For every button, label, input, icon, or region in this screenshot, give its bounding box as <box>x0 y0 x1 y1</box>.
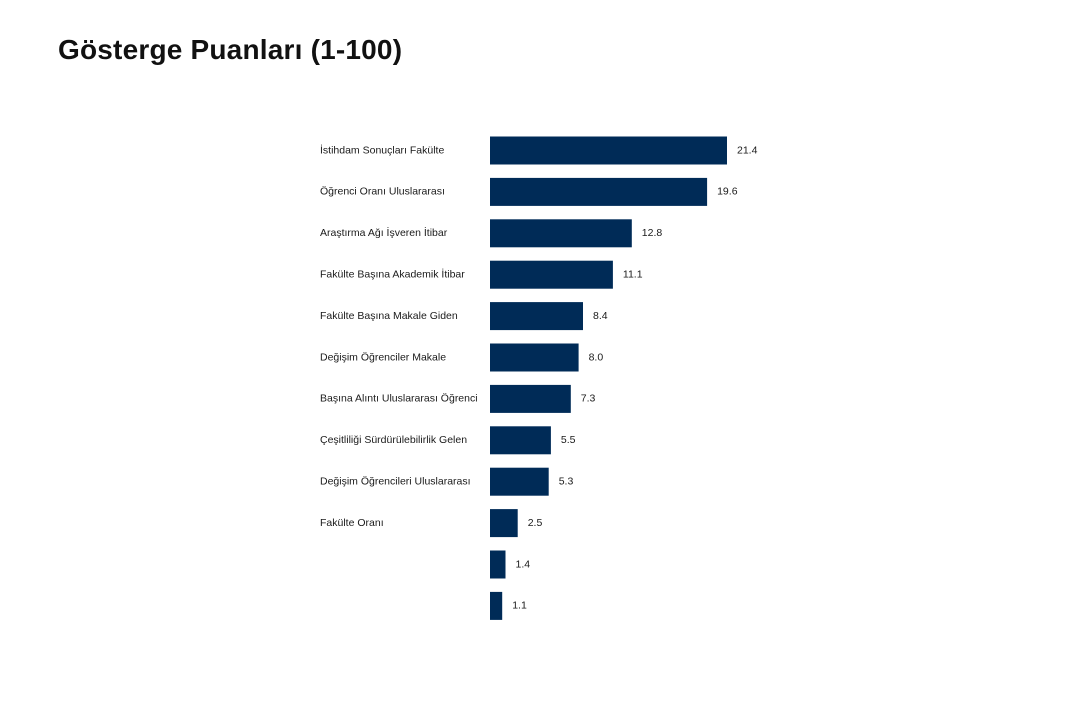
category-label-5: Fakülte Başına Makale Giden <box>320 310 458 322</box>
value-label-2: 19.6 <box>717 186 738 198</box>
value-label-8: 5.5 <box>561 434 576 446</box>
category-label-2: Öğrenci Oranı Uluslararası <box>320 186 445 198</box>
bar-4 <box>490 260 613 289</box>
value-label-11: 1.4 <box>516 558 531 570</box>
chart-title: Gösterge Puanları (1-100) <box>58 34 403 65</box>
category-label-4: Fakülte Başına Akademik İtibar <box>320 267 465 280</box>
category-label-9: Değişim Öğrencileri Uluslararası <box>320 475 471 487</box>
category-label-10: Fakülte Oranı <box>320 517 384 529</box>
value-label-12: 1.1 <box>512 600 527 612</box>
bar-12 <box>490 591 503 620</box>
value-label-3: 12.8 <box>642 227 663 239</box>
bar-3 <box>490 219 632 248</box>
bar-7 <box>490 384 571 413</box>
category-label-7: Başına Alıntı Uluslararası Öğrenci <box>320 393 478 405</box>
category-label-6: Değişim Öğrenciler Makale <box>320 351 446 363</box>
bar-9 <box>490 467 549 496</box>
category-label-1: İstihdam Sonuçları Fakülte <box>320 143 444 156</box>
bar-1 <box>490 136 727 165</box>
value-label-9: 5.3 <box>559 475 574 487</box>
category-label-8: Çeşitliliği Sürdürülebilirlik Gelen <box>320 434 467 446</box>
bar-10 <box>490 509 518 538</box>
category-label-3: Araştırma Ağı İşveren İtibar <box>320 226 448 239</box>
value-label-4: 11.1 <box>623 268 643 280</box>
bar-5 <box>490 302 583 331</box>
value-label-10: 2.5 <box>528 517 543 529</box>
bar-8 <box>490 426 551 455</box>
bar-11 <box>490 550 506 579</box>
value-label-7: 7.3 <box>581 393 596 405</box>
value-label-5: 8.4 <box>593 310 608 322</box>
bar-2 <box>490 177 708 206</box>
value-label-1: 21.4 <box>737 144 758 156</box>
value-label-6: 8.0 <box>589 351 604 363</box>
bar-6 <box>490 343 579 372</box>
